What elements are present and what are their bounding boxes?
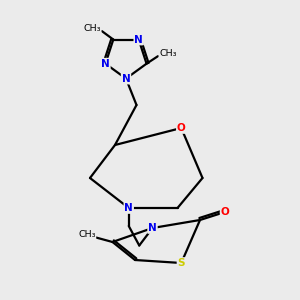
Text: N: N	[134, 34, 143, 44]
Text: O: O	[177, 123, 186, 133]
Text: CH₃: CH₃	[78, 230, 96, 239]
Text: N: N	[122, 74, 130, 84]
Text: N: N	[124, 203, 133, 213]
Text: N: N	[148, 223, 157, 233]
Text: N: N	[101, 59, 110, 69]
Text: S: S	[178, 258, 185, 268]
Text: O: O	[220, 207, 230, 217]
Text: CH₃: CH₃	[159, 49, 177, 58]
Text: CH₃: CH₃	[84, 24, 101, 33]
